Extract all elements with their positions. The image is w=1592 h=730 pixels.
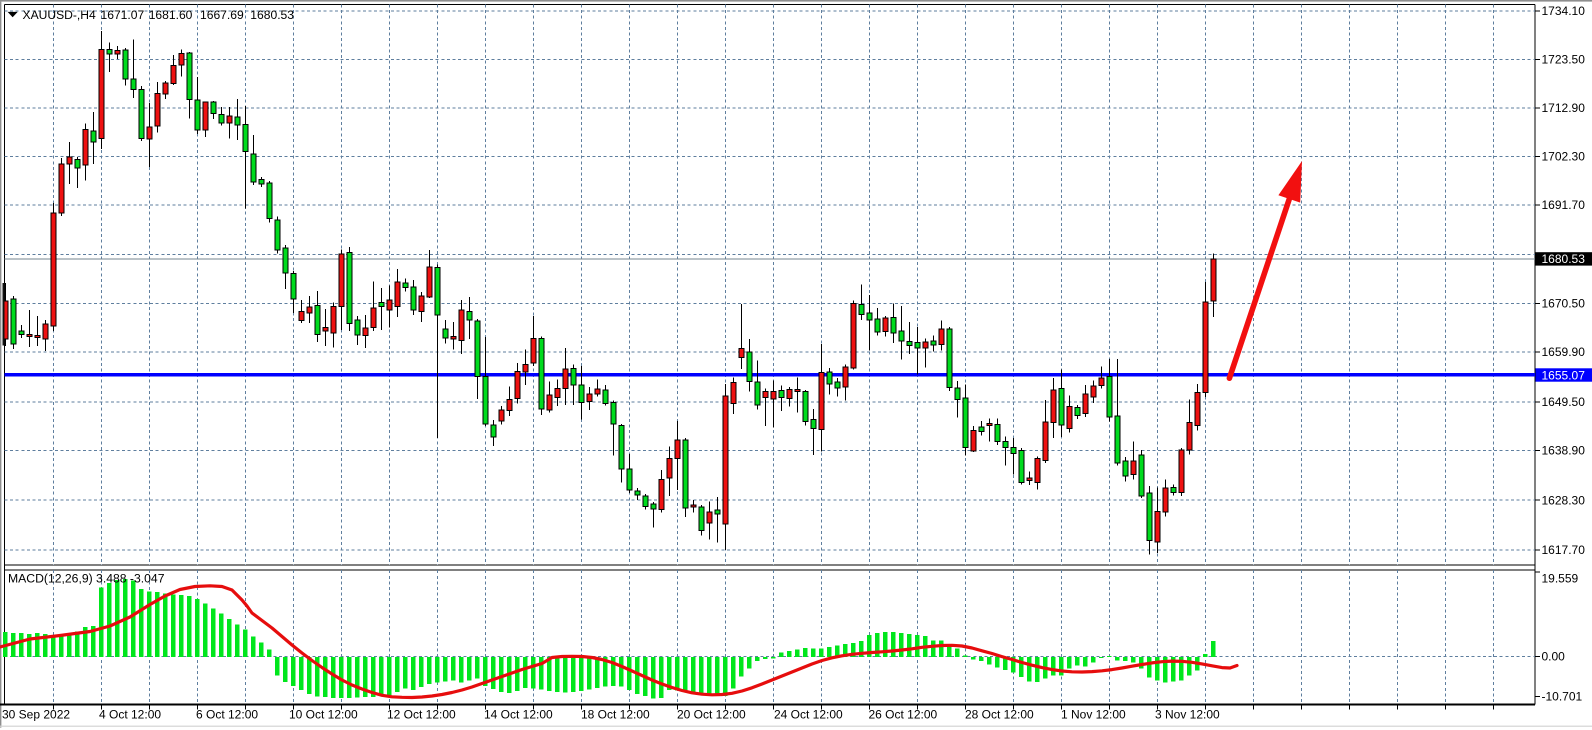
svg-text:4 Oct 12:00: 4 Oct 12:00 (99, 708, 161, 722)
svg-text:3 Nov 12:00: 3 Nov 12:00 (1155, 708, 1220, 722)
svg-text:18 Oct 12:00: 18 Oct 12:00 (581, 708, 650, 722)
svg-text:1628.30: 1628.30 (1542, 493, 1586, 507)
svg-text:1734.10: 1734.10 (1542, 4, 1586, 18)
svg-text:1723.50: 1723.50 (1542, 53, 1586, 67)
svg-text:1659.90: 1659.90 (1542, 345, 1586, 359)
svg-text:1655.07: 1655.07 (1542, 368, 1586, 382)
svg-text:19.559: 19.559 (1542, 572, 1579, 586)
svg-text:MACD(12,26,9) 3.488 -3.047: MACD(12,26,9) 3.488 -3.047 (8, 572, 165, 586)
svg-text:30 Sep 2022: 30 Sep 2022 (2, 708, 70, 722)
svg-text:1649.50: 1649.50 (1542, 395, 1586, 409)
svg-text:1 Nov 12:00: 1 Nov 12:00 (1061, 708, 1126, 722)
svg-text:1670.50: 1670.50 (1542, 297, 1586, 311)
svg-text:XAUUSD-,H4: XAUUSD-,H4 (23, 8, 97, 22)
svg-text:1617.70: 1617.70 (1542, 543, 1586, 557)
svg-text:6 Oct 12:00: 6 Oct 12:00 (196, 708, 258, 722)
svg-text:1638.90: 1638.90 (1542, 444, 1586, 458)
svg-text:1671.07: 1671.07 (101, 8, 145, 22)
svg-text:1712.90: 1712.90 (1542, 101, 1586, 115)
svg-text:1680.53: 1680.53 (250, 8, 294, 22)
svg-text:1702.30: 1702.30 (1542, 150, 1586, 164)
svg-text:1681.60: 1681.60 (149, 8, 193, 22)
svg-text:1667.69: 1667.69 (200, 8, 244, 22)
svg-text:26 Oct 12:00: 26 Oct 12:00 (869, 708, 938, 722)
svg-text:1680.53: 1680.53 (1542, 252, 1586, 266)
svg-text:10 Oct 12:00: 10 Oct 12:00 (289, 708, 358, 722)
svg-text:0.00: 0.00 (1542, 650, 1566, 664)
svg-text:1691.70: 1691.70 (1542, 198, 1586, 212)
svg-text:28 Oct 12:00: 28 Oct 12:00 (965, 708, 1034, 722)
svg-text:24 Oct 12:00: 24 Oct 12:00 (774, 708, 843, 722)
svg-text:12 Oct 12:00: 12 Oct 12:00 (387, 708, 456, 722)
svg-text:14 Oct 12:00: 14 Oct 12:00 (484, 708, 553, 722)
svg-text:20 Oct 12:00: 20 Oct 12:00 (677, 708, 746, 722)
svg-text:-10.701: -10.701 (1542, 690, 1583, 704)
